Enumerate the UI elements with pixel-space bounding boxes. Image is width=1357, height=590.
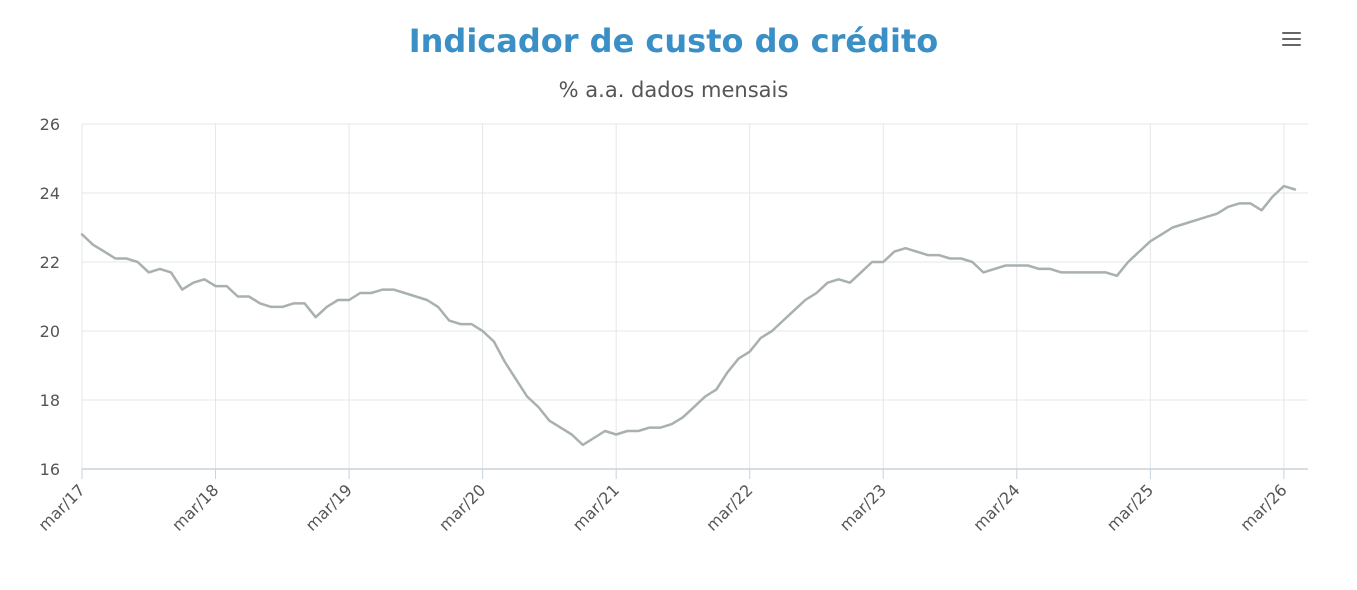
series-layer: [80, 184, 1297, 447]
x-tick-label: mar/23: [836, 480, 890, 534]
chart-title: Indicador de custo do crédito: [408, 22, 939, 60]
menu-icon-bar: [1281, 44, 1301, 46]
x-tick-label: mar/17: [35, 480, 89, 534]
x-tick-label: mar/26: [1236, 480, 1290, 534]
y-axis-labels: 16 18 20 22 24 26: [40, 115, 60, 479]
menu-icon-bar: [1281, 38, 1301, 40]
grid: [81, 123, 1308, 470]
y-tick-label: 20: [40, 322, 60, 341]
x-tick-label: mar/18: [168, 480, 222, 534]
axes: [81, 468, 1308, 479]
chart-menu-button[interactable]: [1276, 26, 1306, 52]
y-tick-label: 18: [40, 391, 60, 410]
x-axis-labels: mar/17 mar/18 mar/19 mar/20 mar/21 mar/22 mar/…: [35, 480, 1291, 534]
menu-icon-bar: [1281, 32, 1301, 34]
x-tick-label: mar/25: [1103, 480, 1157, 534]
x-tick-label: mar/24: [969, 480, 1023, 534]
x-tick-label: mar/19: [302, 480, 356, 534]
y-tick-label: 26: [40, 115, 60, 134]
x-tick-label: mar/20: [435, 480, 489, 534]
x-tick-label: mar/21: [569, 480, 623, 534]
chart-subtitle: % a.a. dados mensais: [558, 78, 789, 102]
y-tick-label: 16: [40, 460, 60, 479]
x-tick-label: mar/22: [702, 480, 756, 534]
y-tick-label: 24: [40, 184, 60, 203]
series-line: [80, 184, 1297, 447]
y-tick-label: 22: [40, 253, 60, 272]
